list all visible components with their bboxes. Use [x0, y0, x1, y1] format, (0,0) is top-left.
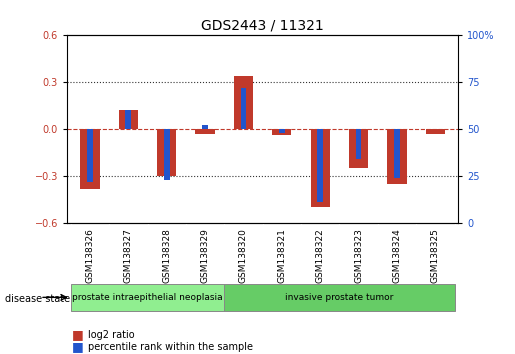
Bar	[387, 129, 406, 184]
Text: disease state: disease state	[5, 294, 70, 304]
Bar	[349, 129, 368, 168]
Text: GSM138325: GSM138325	[431, 228, 440, 283]
Text: GSM138323: GSM138323	[354, 228, 363, 283]
Bar	[272, 129, 291, 136]
Text: invasive prostate tumor: invasive prostate tumor	[285, 293, 393, 302]
Text: GSM138328: GSM138328	[162, 228, 171, 283]
Text: ■: ■	[72, 341, 84, 353]
Bar	[224, 284, 455, 311]
Bar	[164, 129, 169, 180]
Text: GSM138324: GSM138324	[392, 228, 402, 282]
Bar	[119, 110, 138, 129]
Text: percentile rank within the sample: percentile rank within the sample	[88, 342, 252, 352]
Text: GSM138322: GSM138322	[316, 228, 325, 282]
Text: prostate intraepithelial neoplasia: prostate intraepithelial neoplasia	[72, 293, 223, 302]
Bar	[279, 129, 285, 133]
Bar	[394, 129, 400, 178]
Title: GDS2443 / 11321: GDS2443 / 11321	[201, 19, 324, 33]
Bar	[241, 88, 246, 129]
Bar	[87, 129, 93, 182]
Bar	[317, 129, 323, 202]
Bar	[356, 129, 362, 159]
Text: GSM138329: GSM138329	[200, 228, 210, 283]
Text: ■: ■	[72, 328, 84, 341]
Bar	[157, 129, 176, 176]
Text: GSM138327: GSM138327	[124, 228, 133, 283]
Bar	[311, 129, 330, 207]
Bar	[202, 125, 208, 129]
Bar	[71, 284, 224, 311]
Text: GSM138326: GSM138326	[85, 228, 94, 283]
Bar	[234, 76, 253, 129]
Text: GSM138320: GSM138320	[239, 228, 248, 283]
Bar	[196, 129, 215, 134]
Text: log2 ratio: log2 ratio	[88, 330, 134, 339]
Bar	[126, 110, 131, 129]
Text: GSM138321: GSM138321	[278, 228, 286, 283]
Bar	[80, 129, 99, 189]
Bar	[426, 129, 445, 134]
